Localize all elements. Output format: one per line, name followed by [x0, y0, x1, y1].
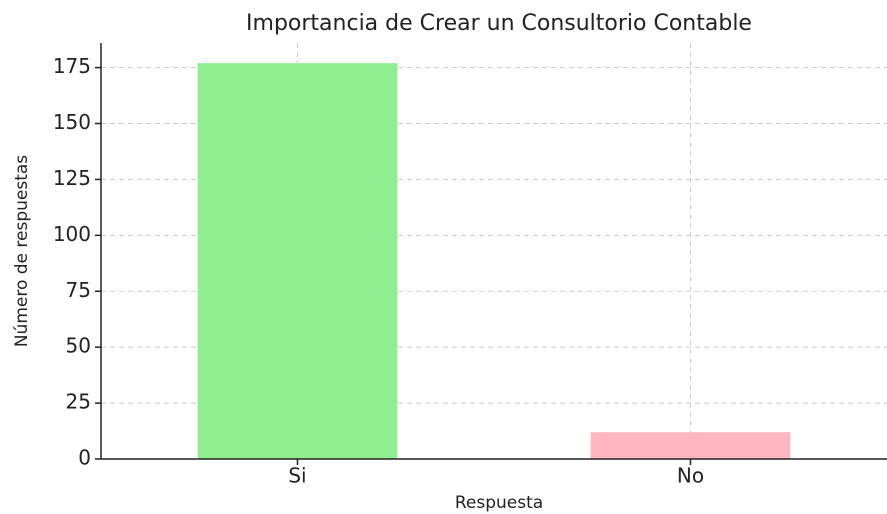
chart-title: Importancia de Crear un Consultorio Cont… — [246, 11, 752, 36]
x-tick-label: No — [677, 464, 704, 488]
y-tick-label: 175 — [53, 54, 91, 78]
y-tick-label: 100 — [53, 222, 91, 246]
y-tick-label: 150 — [53, 110, 91, 134]
y-tick-label: 50 — [66, 334, 91, 358]
y-tick-label: 0 — [78, 446, 91, 470]
x-tick-label: Si — [288, 464, 306, 488]
y-tick-label: 75 — [66, 278, 91, 302]
x-axis-label: Respuesta — [455, 493, 543, 513]
y-tick-label: 125 — [53, 166, 91, 190]
y-axis-label: Número de respuestas — [12, 155, 32, 347]
y-tick-label: 25 — [66, 390, 91, 414]
bar — [197, 63, 398, 460]
bar — [590, 432, 791, 459]
